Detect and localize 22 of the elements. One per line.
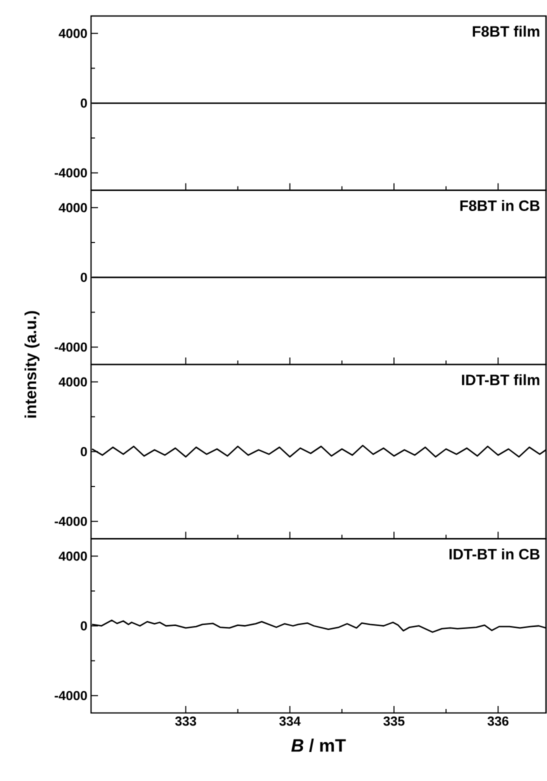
y-tick-label: 4000 <box>58 552 87 561</box>
y-axis-title: intensity (a.u.) <box>24 311 40 418</box>
x-tick-label: 334 <box>279 716 301 726</box>
text: IDT-BT in CB <box>450 548 540 560</box>
y-tick-label: 4000 <box>58 28 87 38</box>
y-tick-label: 0 <box>80 621 87 630</box>
text: IDT-BT film <box>462 374 540 386</box>
y-tick-label: -4000 <box>54 168 87 178</box>
y-tick-label: 0 <box>80 98 87 108</box>
y-tick-label: -4000 <box>54 342 87 352</box>
y-tick-label: -4000 <box>54 516 87 526</box>
y-tick-label: -4000 <box>54 690 87 700</box>
y-tick-label: 0 <box>80 447 87 456</box>
text: F8BT in CB <box>460 200 540 211</box>
text: F8BT film <box>472 26 540 37</box>
x-axis-title: B / mT <box>291 738 346 752</box>
y-tick-label: 0 <box>80 272 87 282</box>
y-tick-label: 4000 <box>58 203 87 212</box>
x-tick-label: 333 <box>175 716 196 726</box>
x-tick-label: 336 <box>488 716 508 726</box>
x-tick-label: 335 <box>383 716 404 726</box>
y-tick-label: 4000 <box>58 377 87 387</box>
